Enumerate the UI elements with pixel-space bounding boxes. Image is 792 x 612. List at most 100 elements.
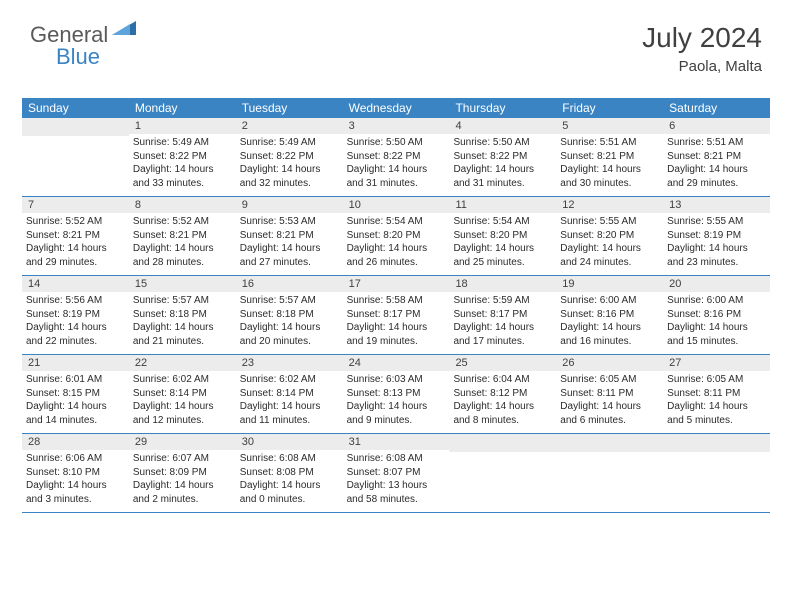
day-line: and 32 minutes.	[240, 177, 339, 191]
day-body: Sunrise: 6:07 AMSunset: 8:09 PMDaylight:…	[129, 450, 236, 510]
day-line: Daylight: 14 hours	[667, 242, 766, 256]
day-body: Sunrise: 5:49 AMSunset: 8:22 PMDaylight:…	[129, 134, 236, 194]
day-line: Daylight: 14 hours	[453, 163, 552, 177]
day-line: Sunrise: 6:08 AM	[240, 452, 339, 466]
day-cell	[449, 434, 556, 512]
day-line: Sunrise: 5:58 AM	[347, 294, 446, 308]
day-number: 3	[343, 118, 450, 134]
logo-text-blue-wrap: Blue	[56, 44, 100, 70]
day-line: Sunset: 8:13 PM	[347, 387, 446, 401]
day-line: Daylight: 14 hours	[453, 400, 552, 414]
weeks-container: 1Sunrise: 5:49 AMSunset: 8:22 PMDaylight…	[22, 118, 770, 513]
day-line: Daylight: 14 hours	[133, 479, 232, 493]
day-line: Sunrise: 6:00 AM	[560, 294, 659, 308]
day-line: and 14 minutes.	[26, 414, 125, 428]
day-line: and 2 minutes.	[133, 493, 232, 507]
day-number: 5	[556, 118, 663, 134]
day-cell: 6Sunrise: 5:51 AMSunset: 8:21 PMDaylight…	[663, 118, 770, 196]
day-number: 2	[236, 118, 343, 134]
day-line: Daylight: 13 hours	[347, 479, 446, 493]
day-number: 6	[663, 118, 770, 134]
day-body: Sunrise: 5:59 AMSunset: 8:17 PMDaylight:…	[449, 292, 556, 352]
day-cell: 27Sunrise: 6:05 AMSunset: 8:11 PMDayligh…	[663, 355, 770, 433]
day-line: and 9 minutes.	[347, 414, 446, 428]
day-line: Sunset: 8:21 PM	[667, 150, 766, 164]
day-body: Sunrise: 5:51 AMSunset: 8:21 PMDaylight:…	[663, 134, 770, 194]
day-line: Sunset: 8:21 PM	[560, 150, 659, 164]
day-cell: 21Sunrise: 6:01 AMSunset: 8:15 PMDayligh…	[22, 355, 129, 433]
day-cell	[663, 434, 770, 512]
day-cell: 4Sunrise: 5:50 AMSunset: 8:22 PMDaylight…	[449, 118, 556, 196]
day-cell: 26Sunrise: 6:05 AMSunset: 8:11 PMDayligh…	[556, 355, 663, 433]
week-row: 14Sunrise: 5:56 AMSunset: 8:19 PMDayligh…	[22, 276, 770, 355]
day-line: Sunset: 8:16 PM	[667, 308, 766, 322]
day-body: Sunrise: 6:02 AMSunset: 8:14 PMDaylight:…	[236, 371, 343, 431]
day-line: Sunset: 8:08 PM	[240, 466, 339, 480]
day-cell: 20Sunrise: 6:00 AMSunset: 8:16 PMDayligh…	[663, 276, 770, 354]
day-line: and 58 minutes.	[347, 493, 446, 507]
day-cell: 8Sunrise: 5:52 AMSunset: 8:21 PMDaylight…	[129, 197, 236, 275]
day-header: Tuesday	[236, 98, 343, 118]
day-cell: 19Sunrise: 6:00 AMSunset: 8:16 PMDayligh…	[556, 276, 663, 354]
day-body: Sunrise: 6:06 AMSunset: 8:10 PMDaylight:…	[22, 450, 129, 510]
day-line: Sunrise: 5:51 AM	[560, 136, 659, 150]
day-line: and 29 minutes.	[667, 177, 766, 191]
day-line: Sunrise: 6:02 AM	[133, 373, 232, 387]
day-line: Daylight: 14 hours	[667, 163, 766, 177]
day-line: Sunrise: 5:52 AM	[26, 215, 125, 229]
day-cell: 13Sunrise: 5:55 AMSunset: 8:19 PMDayligh…	[663, 197, 770, 275]
day-line: Daylight: 14 hours	[347, 242, 446, 256]
day-number-empty	[449, 434, 556, 452]
day-line: Daylight: 14 hours	[26, 321, 125, 335]
day-line: Daylight: 14 hours	[26, 400, 125, 414]
day-cell: 29Sunrise: 6:07 AMSunset: 8:09 PMDayligh…	[129, 434, 236, 512]
day-body: Sunrise: 6:00 AMSunset: 8:16 PMDaylight:…	[663, 292, 770, 352]
day-body: Sunrise: 5:55 AMSunset: 8:20 PMDaylight:…	[556, 213, 663, 273]
day-body: Sunrise: 6:05 AMSunset: 8:11 PMDaylight:…	[663, 371, 770, 431]
day-line: Daylight: 14 hours	[240, 400, 339, 414]
day-line: Daylight: 14 hours	[453, 321, 552, 335]
day-line: Daylight: 14 hours	[347, 321, 446, 335]
day-body: Sunrise: 5:50 AMSunset: 8:22 PMDaylight:…	[343, 134, 450, 194]
day-body: Sunrise: 5:49 AMSunset: 8:22 PMDaylight:…	[236, 134, 343, 194]
day-line: Sunset: 8:07 PM	[347, 466, 446, 480]
day-line: Sunrise: 5:50 AM	[347, 136, 446, 150]
day-line: Sunrise: 5:51 AM	[667, 136, 766, 150]
day-line: and 17 minutes.	[453, 335, 552, 349]
day-number: 9	[236, 197, 343, 213]
week-row: 7Sunrise: 5:52 AMSunset: 8:21 PMDaylight…	[22, 197, 770, 276]
day-number: 20	[663, 276, 770, 292]
day-number: 29	[129, 434, 236, 450]
day-line: Daylight: 14 hours	[560, 242, 659, 256]
day-cell: 14Sunrise: 5:56 AMSunset: 8:19 PMDayligh…	[22, 276, 129, 354]
day-body: Sunrise: 6:02 AMSunset: 8:14 PMDaylight:…	[129, 371, 236, 431]
day-line: Sunrise: 5:50 AM	[453, 136, 552, 150]
day-line: Sunrise: 6:05 AM	[667, 373, 766, 387]
day-line: Sunset: 8:18 PM	[240, 308, 339, 322]
day-line: and 3 minutes.	[26, 493, 125, 507]
day-line: Sunset: 8:22 PM	[240, 150, 339, 164]
day-cell: 18Sunrise: 5:59 AMSunset: 8:17 PMDayligh…	[449, 276, 556, 354]
day-line: Daylight: 14 hours	[453, 242, 552, 256]
day-line: Sunset: 8:22 PM	[453, 150, 552, 164]
day-number: 13	[663, 197, 770, 213]
day-cell: 23Sunrise: 6:02 AMSunset: 8:14 PMDayligh…	[236, 355, 343, 433]
day-header: Sunday	[22, 98, 129, 118]
day-body: Sunrise: 5:52 AMSunset: 8:21 PMDaylight:…	[129, 213, 236, 273]
day-line: Sunrise: 6:08 AM	[347, 452, 446, 466]
day-line: and 11 minutes.	[240, 414, 339, 428]
day-cell: 9Sunrise: 5:53 AMSunset: 8:21 PMDaylight…	[236, 197, 343, 275]
day-header: Friday	[556, 98, 663, 118]
day-line: and 5 minutes.	[667, 414, 766, 428]
day-line: Sunset: 8:10 PM	[26, 466, 125, 480]
day-body: Sunrise: 5:58 AMSunset: 8:17 PMDaylight:…	[343, 292, 450, 352]
day-cell: 1Sunrise: 5:49 AMSunset: 8:22 PMDaylight…	[129, 118, 236, 196]
day-line: Sunrise: 5:52 AM	[133, 215, 232, 229]
day-number-empty	[22, 118, 129, 136]
day-cell	[556, 434, 663, 512]
day-line: Sunrise: 5:55 AM	[667, 215, 766, 229]
day-line: and 16 minutes.	[560, 335, 659, 349]
day-line: and 6 minutes.	[560, 414, 659, 428]
day-number: 12	[556, 197, 663, 213]
day-line: Sunset: 8:22 PM	[347, 150, 446, 164]
